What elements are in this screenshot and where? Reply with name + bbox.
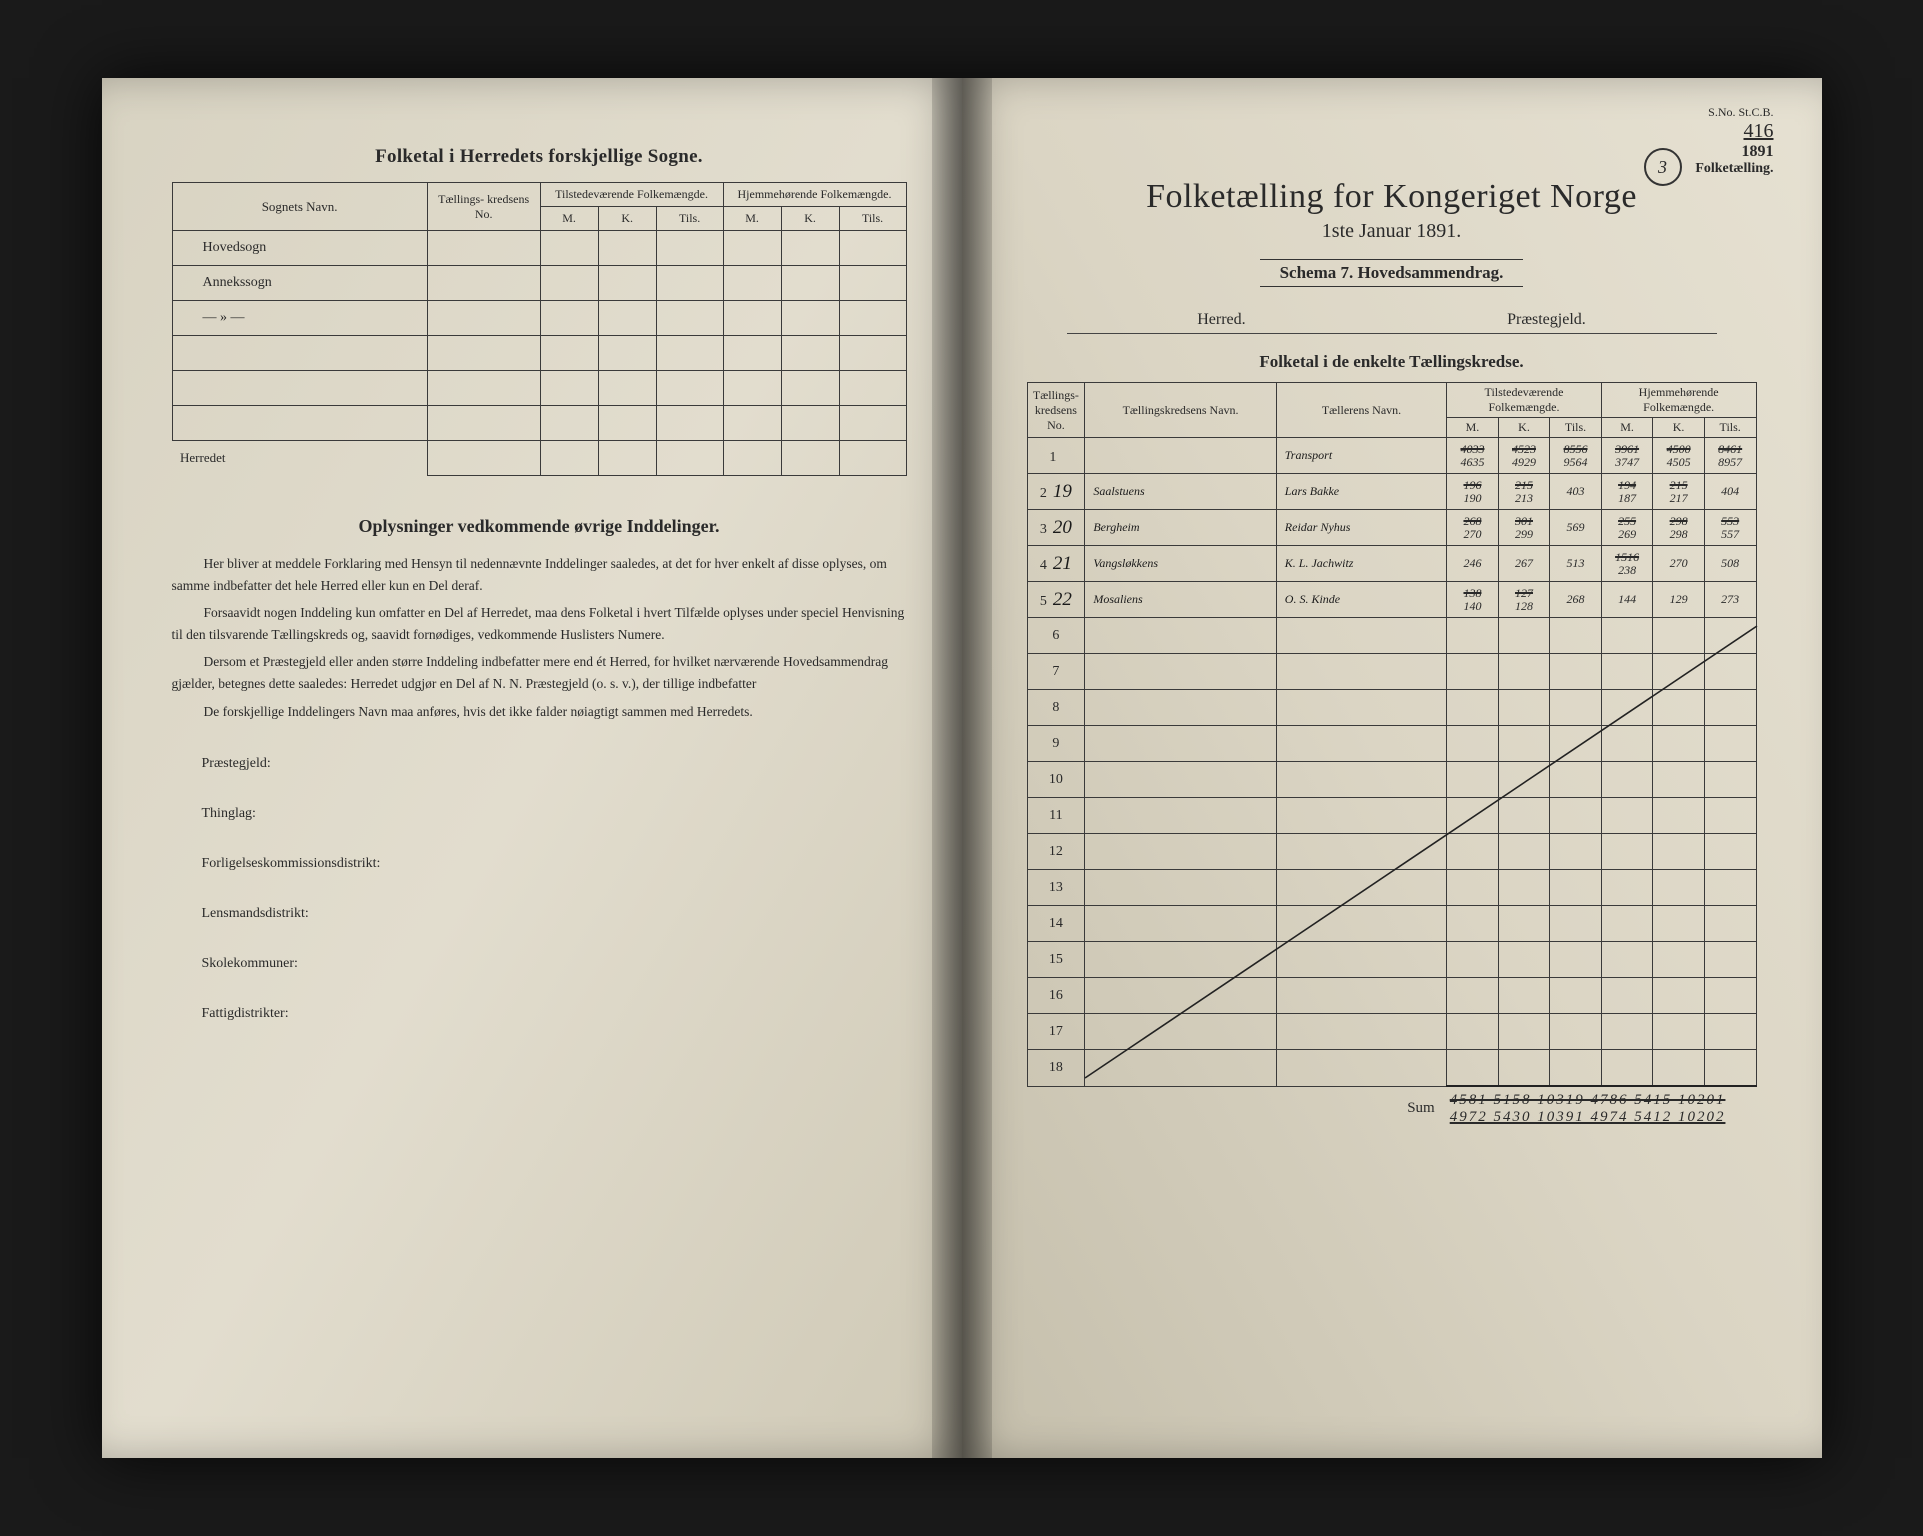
table-row: 421VangsløkkensK. L. Jachwitz24626751315… (1027, 546, 1756, 582)
table-row-empty: 6 (1027, 618, 1756, 654)
left-page: Folketal i Herredets forskjellige Sogne.… (102, 78, 962, 1458)
right-page: S.No. St.C.B. 416 1891 Folketælling. 3 F… (962, 78, 1822, 1458)
sum-line-a: 4581 5158 10319 4786 5415 10201 (1450, 1092, 1753, 1109)
field-lensmand: Lensmandsdistrikt: (202, 906, 907, 922)
schema-line: Schema 7. Hovedsammendrag. (1260, 259, 1524, 287)
col-k2: K. (781, 207, 839, 231)
table-row-empty: 8 (1027, 690, 1756, 726)
stamp-1891: 1891 (1695, 143, 1773, 161)
kredse-table: Tællings- kredsens No. Tællingskredsens … (1027, 382, 1757, 1131)
table-row-empty: 14 (1027, 906, 1756, 942)
book-spread: Folketal i Herredets forskjellige Sogne.… (102, 78, 1822, 1458)
oplys-p3: Dersom et Præstegjeld eller anden større… (172, 651, 907, 694)
sogne-table: Sognets Navn. Tællings- kredsens No. Til… (172, 182, 907, 476)
field-praestegjeld: Præstegjeld: (202, 756, 907, 772)
col-tils2: Tils. (839, 207, 906, 231)
hdr-teller: Tællerens Navn. (1276, 383, 1446, 438)
table-row-empty: 10 (1027, 762, 1756, 798)
circle-3-stamp: 3 (1644, 148, 1682, 186)
hdr-m1: M. (1447, 418, 1499, 438)
sum-row: Sum 4581 5158 10319 4786 5415 10201 4972… (1027, 1086, 1756, 1131)
table-row-empty: 7 (1027, 654, 1756, 690)
sum-label: Sum (1276, 1086, 1446, 1131)
table-row-empty: 13 (1027, 870, 1756, 906)
hdr-no: Tællings- kredsens No. (1027, 383, 1085, 438)
table-row-empty: 18 (1027, 1050, 1756, 1087)
row-annekssogn: Annekssogn (172, 266, 427, 301)
field-thinglag: Thinglag: (202, 806, 907, 822)
col-k: K. (598, 207, 656, 231)
sum-line-b: 4972 5430 10391 4974 5412 10202 (1450, 1109, 1753, 1126)
field-fattig: Fattigdistrikter: (202, 1006, 907, 1022)
table-row: 320BergheimReidar Nyhus26827030129956925… (1027, 510, 1756, 546)
col-m: M. (540, 207, 598, 231)
table-row-empty: 11 (1027, 798, 1756, 834)
corner-stamp: S.No. St.C.B. 416 1891 Folketælling. (1695, 106, 1773, 177)
table-row-empty: 12 (1027, 834, 1756, 870)
kredse-table-wrap: Tællings- kredsens No. Tællingskredsens … (1027, 382, 1757, 1131)
hdr-t1: Tils. (1550, 418, 1602, 438)
hdr-m2: M. (1601, 418, 1653, 438)
sub-section-heading: Folketal i de enkelte Tællingskredse. (1027, 352, 1757, 372)
field-list: Præstegjeld: Thinglag: Forligelseskommis… (172, 756, 907, 1022)
herred-label: Herred. (1197, 311, 1245, 329)
hdr-k1: K. (1498, 418, 1550, 438)
left-heading: Folketal i Herredets forskjellige Sogne. (172, 146, 907, 168)
hdr-hjemme: Hjemmehørende Folkemængde. (1601, 383, 1756, 418)
oplys-p4: De forskjellige Inddelingers Navn maa an… (172, 701, 907, 723)
table-row: 219SaalstuensLars Bakke19619021521340319… (1027, 474, 1756, 510)
hdr-k2: K. (1653, 418, 1705, 438)
table-row-empty: 17 (1027, 1014, 1756, 1050)
hdr-t2: Tils. (1704, 418, 1756, 438)
table-row-empty: 16 (1027, 978, 1756, 1014)
table-row: 1Transport403346354523492985569564396137… (1027, 438, 1756, 474)
col-m2: M. (723, 207, 781, 231)
stamp-folke: Folketælling. (1695, 161, 1773, 177)
hdr-tilstede: Tilstedeværende Folkemængde. (1447, 383, 1602, 418)
praeste-label: Præstegjeld. (1507, 311, 1586, 329)
date-line: 1ste Januar 1891. (1027, 220, 1757, 243)
oplys-p2: Forsaavidt nogen Inddeling kun omfatter … (172, 602, 907, 645)
herredet-label: Herredet (172, 441, 427, 476)
row-hovedsogn: Hovedsogn (172, 231, 427, 266)
main-title: Folketælling for Kongeriget Norge (1027, 178, 1757, 216)
col-tilstede: Tilstedeværende Folkemængde. (540, 183, 723, 207)
oplys-heading: Oplysninger vedkommende øvrige Inddeling… (172, 516, 907, 537)
table-row-empty: 15 (1027, 942, 1756, 978)
field-forligelse: Forligelseskommissionsdistrikt: (202, 856, 907, 872)
field-skole: Skolekommuner: (202, 956, 907, 972)
oplysninger-section: Oplysninger vedkommende øvrige Inddeling… (172, 516, 907, 722)
col-kreds: Tællings- kredsens No. (427, 183, 540, 231)
table-row-empty: 9 (1027, 726, 1756, 762)
herred-line: Herred. Præstegjeld. (1067, 311, 1717, 334)
col-tils: Tils. (656, 207, 723, 231)
oplys-p1: Her bliver at meddele Forklaring med Hen… (172, 553, 907, 596)
table-row: 522MosaliensO. S. Kinde13814012712826814… (1027, 582, 1756, 618)
stamp-label: S.No. St.C.B. (1695, 106, 1773, 120)
hdr-kreds: Tællingskredsens Navn. (1085, 383, 1276, 438)
col-hjemme: Hjemmehørende Folkemængde. (723, 183, 906, 207)
stamp-416: 416 (1695, 120, 1773, 143)
col-sogn: Sognets Navn. (172, 183, 427, 231)
